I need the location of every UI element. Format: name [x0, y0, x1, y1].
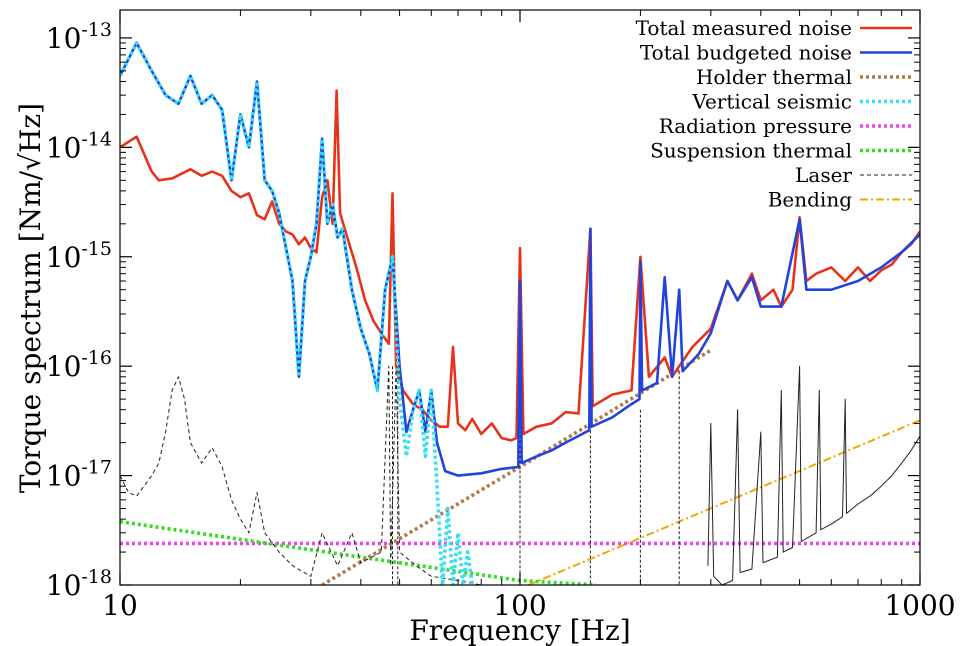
- series-layer: [120, 41, 920, 585]
- y-tick-label: 10-17: [46, 457, 112, 493]
- legend-label: Suspension thermal: [650, 139, 852, 163]
- legend-label: Radiation pressure: [659, 114, 852, 138]
- legend-label: Vertical seismic: [691, 90, 852, 114]
- y-tick-label: 10-13: [46, 19, 112, 55]
- legend-entry-holder-thermal: Holder thermal: [696, 65, 912, 89]
- y-tick-label: 10-16: [46, 347, 112, 383]
- series-line-bending: [528, 419, 920, 585]
- legend-entry-total-measured-noise: Total measured noise: [636, 16, 912, 40]
- legend-entry-suspension-thermal: Suspension thermal: [650, 139, 912, 163]
- legend-label: Bending: [768, 188, 852, 212]
- series-line-laser-high-freq: [707, 365, 920, 585]
- series-line-suspension-thermal: [120, 519, 597, 585]
- legend-entry-radiation-pressure: Radiation pressure: [659, 114, 912, 138]
- x-axis-title: Frequency [Hz]: [409, 614, 630, 646]
- x-tick-label: 1000: [884, 589, 955, 622]
- y-tick-label: 10-15: [46, 238, 112, 274]
- legend-entry-vertical-seismic: Vertical seismic: [691, 90, 912, 114]
- ticks-layer: 10 100 1000 10-18 10-17 10-16 10-15 10-14 10-13: [46, 10, 956, 622]
- legend-entry-total-budgeted-noise: Total budgeted noise: [640, 41, 912, 65]
- legend-label: Holder thermal: [696, 65, 852, 89]
- legend-label: Laser: [795, 163, 852, 187]
- series-line-vertical-seismic: [120, 41, 475, 585]
- legend-entry-laser: Laser: [795, 163, 912, 187]
- x-tick-label: 100: [493, 589, 546, 622]
- x-tick-label: 10: [102, 589, 138, 622]
- legend-entry-bending: Bending: [768, 188, 912, 212]
- series-line-total-measured-noise: [120, 89, 920, 442]
- y-tick-label: 10-18: [46, 566, 112, 602]
- y-tick-label: 10-14: [46, 128, 112, 164]
- y-axis-title: Torque spectrum [Nm/√Hz]: [14, 103, 47, 493]
- series-line-laser: [120, 365, 482, 585]
- legend-label: Total measured noise: [636, 16, 852, 40]
- legend-label: Total budgeted noise: [640, 41, 852, 65]
